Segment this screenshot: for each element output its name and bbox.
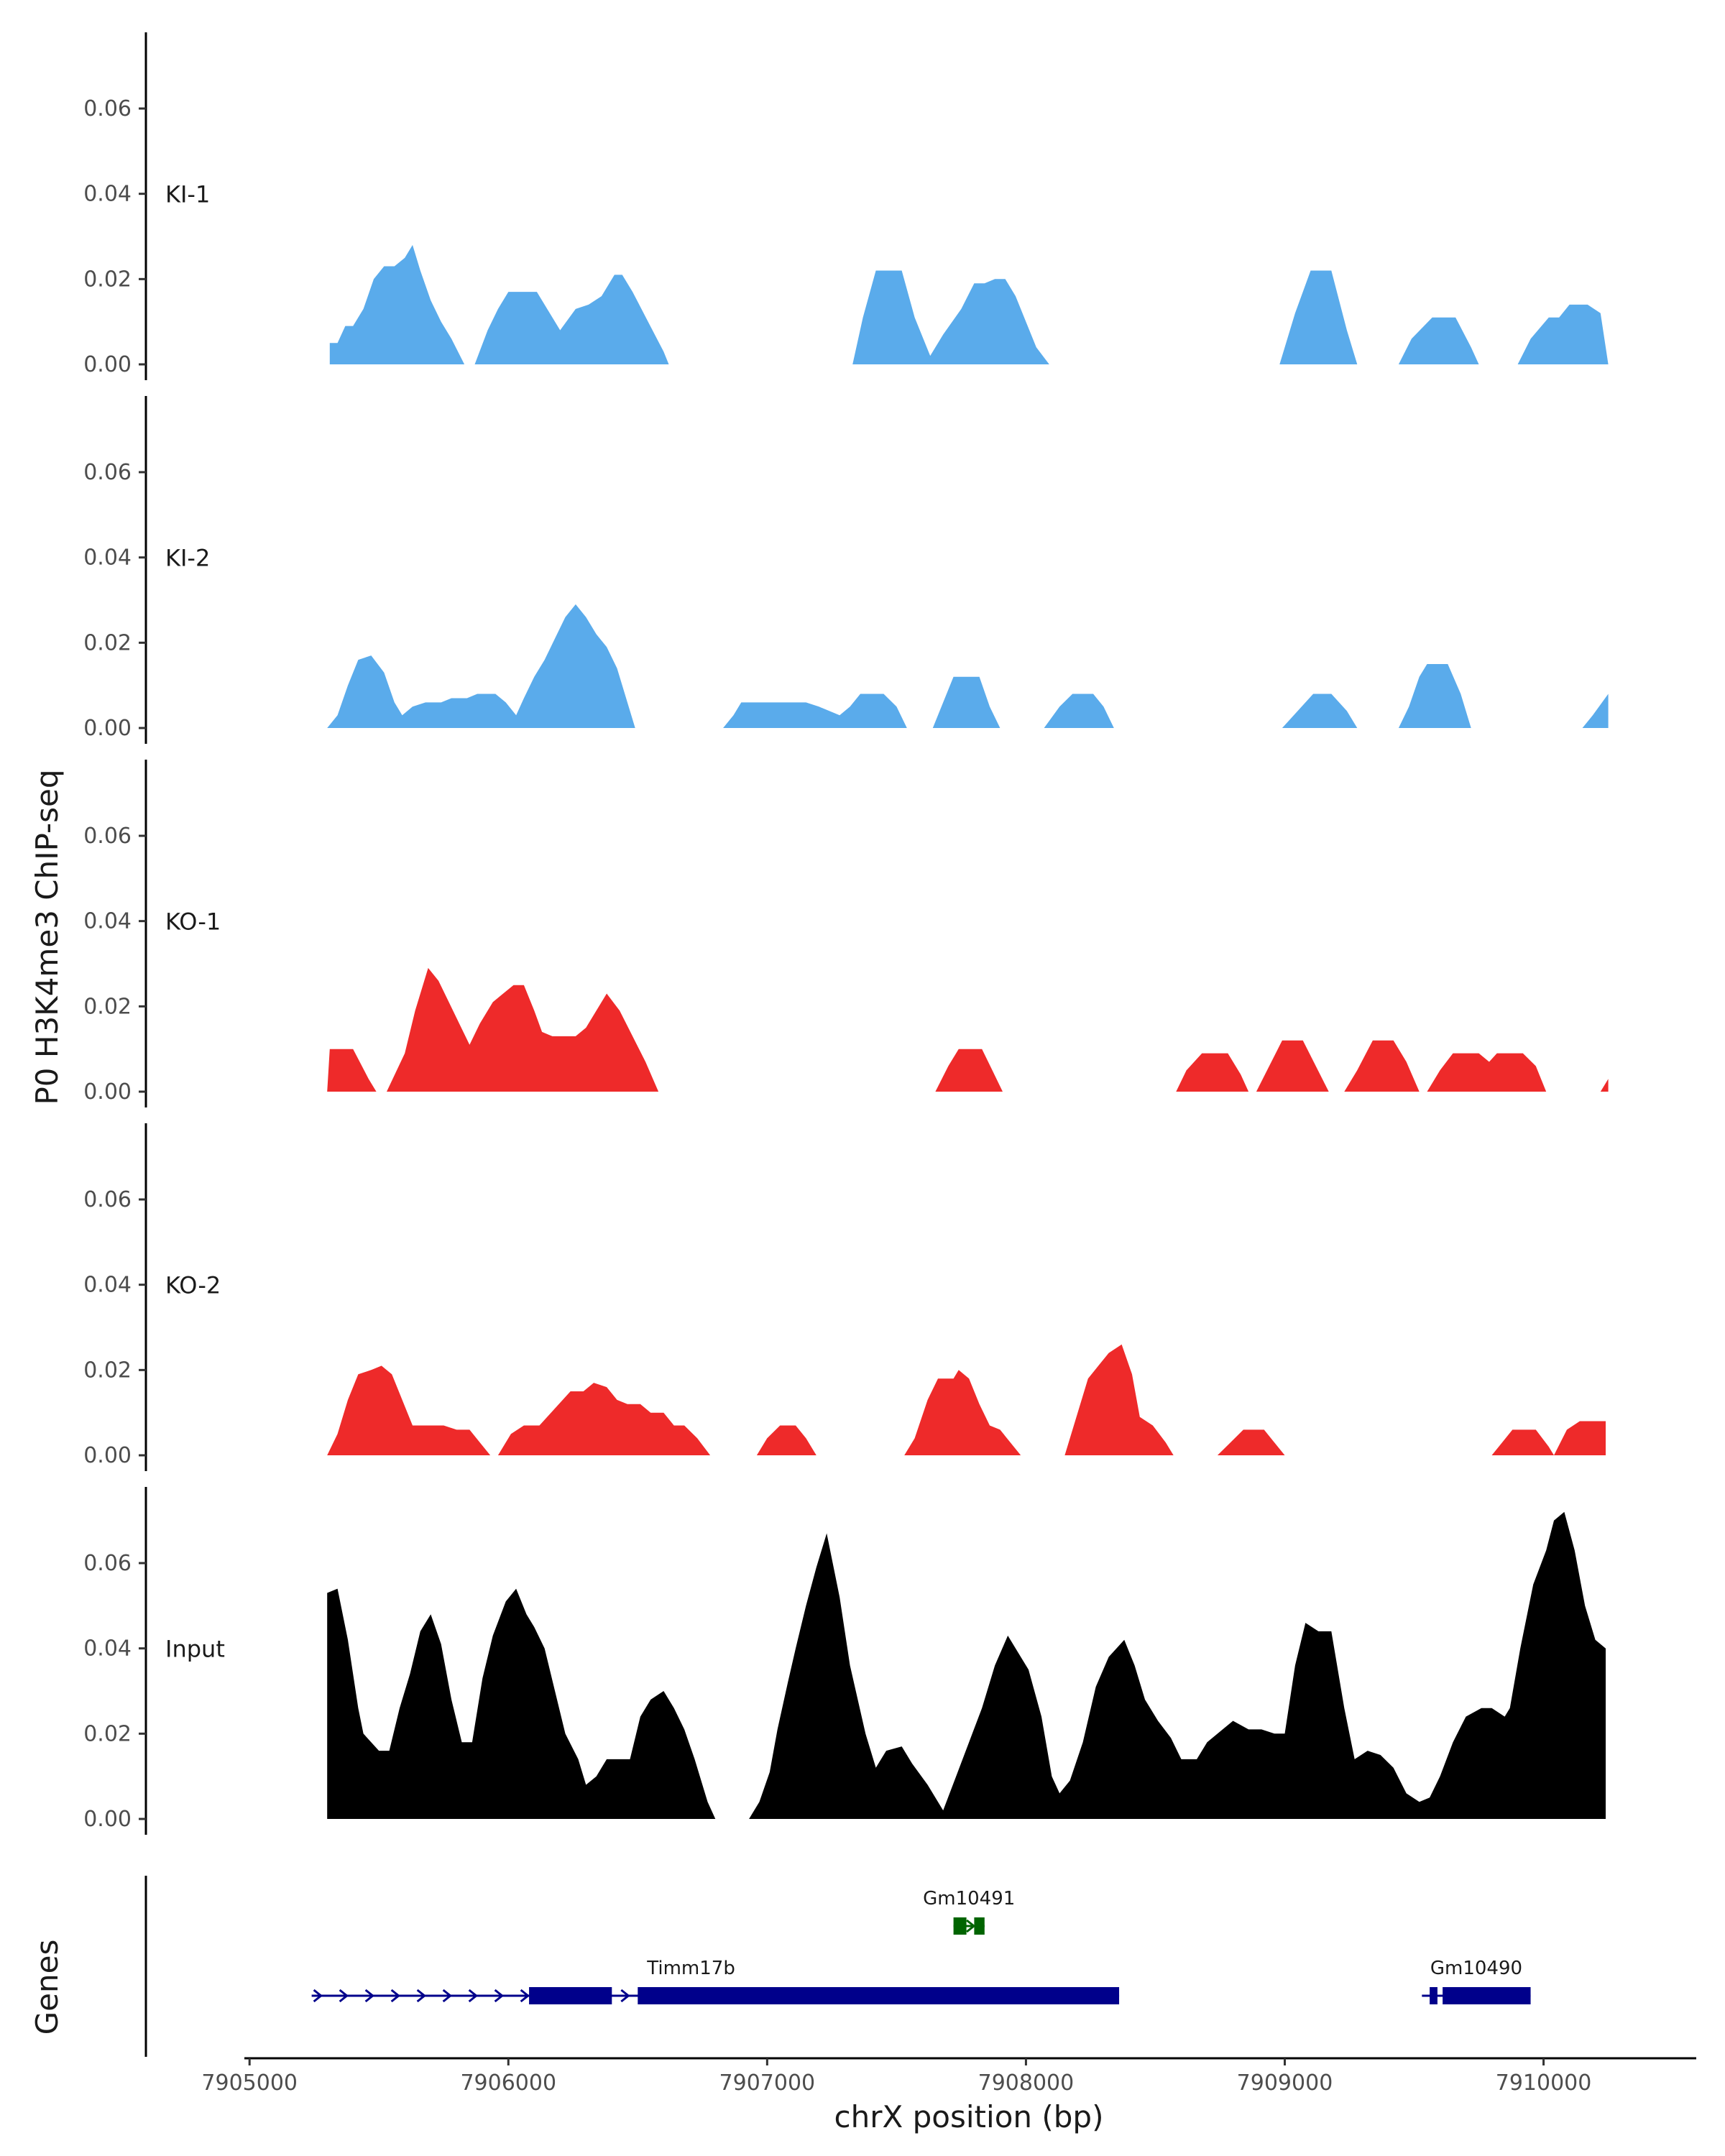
track-label-ki-2: KI-2 <box>165 545 210 572</box>
x-tick-label: 7910000 <box>1496 2070 1592 2096</box>
strand-arrow-icon <box>313 1989 323 2003</box>
gene-gm10490: Gm10490 <box>1422 1958 1531 2004</box>
coverage-area-ki-1-2 <box>474 275 669 364</box>
y-tick-label: 0.06 <box>83 460 132 485</box>
x-tick-label: 7907000 <box>719 2070 816 2096</box>
strand-arrow-icon <box>390 1989 401 2003</box>
coverage-area-ko-1-6 <box>1344 1040 1420 1092</box>
y-tick-label: 0.02 <box>83 1721 132 1746</box>
coverage-area-ko-2-7 <box>1491 1421 1606 1455</box>
coverage-area-ko-2-5 <box>1064 1344 1174 1455</box>
y-tick-label: 0.00 <box>83 1807 132 1832</box>
y-tick-label: 0.04 <box>83 1273 132 1298</box>
coverage-area-ki-1-6 <box>1517 304 1609 364</box>
coverage-area-ko-1-4 <box>1176 1053 1249 1092</box>
x-tick-label: 7905000 <box>201 2070 298 2096</box>
gene-label-gm10491: Gm10491 <box>923 1888 1015 1909</box>
y-tick-label: 0.02 <box>83 1358 132 1383</box>
coverage-area-ki-1-3 <box>852 270 1049 364</box>
strand-arrow-icon <box>494 1989 505 2003</box>
track-panel-input: 0.00 0.02 0.04 0.06 Input <box>83 1487 1606 1835</box>
track-label-ko-1: KO-1 <box>165 908 221 936</box>
track-panel-ko-2: 0.00 0.02 0.04 0.06 KO-2 <box>83 1123 1606 1471</box>
track-panel-ki-2: 0.00 0.02 0.04 0.06 KI-2 <box>83 396 1609 744</box>
strand-arrow-icon <box>416 1989 427 2003</box>
y-tick-label: 0.04 <box>83 1636 132 1662</box>
y-tick-label: 0.02 <box>83 994 132 1019</box>
coverage-area-ko-1-1 <box>327 1049 377 1092</box>
y-tick-label: 0.06 <box>83 1551 132 1576</box>
coverage-area-ko-2-1 <box>327 1365 491 1455</box>
coverage-area-ko-1-3 <box>935 1049 1003 1092</box>
gene-label-timm17b: Timm17b <box>646 1958 735 1979</box>
strand-arrow-icon <box>520 1989 530 2003</box>
coverage-area-ki-2-3 <box>932 676 1000 728</box>
coverage-area-ki-2-7 <box>1582 694 1609 728</box>
x-tick-label: 7906000 <box>460 2070 556 2096</box>
y-tick-label: 0.02 <box>83 267 132 292</box>
track-label-ki-1: KI-1 <box>165 181 210 208</box>
gene-exon-block <box>529 1987 612 2004</box>
coverage-area-ko-2-3 <box>756 1425 816 1455</box>
strand-arrow-icon <box>364 1989 375 2003</box>
chip-seq-tracks: 0.00 0.02 0.04 0.06 KI-1 0.00 0.02 0.04 0.06 KI-2… <box>83 32 1609 1835</box>
y-tick-label: 0.02 <box>83 630 132 655</box>
coverage-area-input-1 <box>327 1588 716 1819</box>
coverage-area-ko-2-4 <box>904 1370 1021 1455</box>
track-panel-ki-1: 0.00 0.02 0.04 0.06 KI-1 <box>83 32 1609 380</box>
track-label-input: Input <box>165 1636 225 1663</box>
coverage-area-ki-2-4 <box>1044 694 1114 728</box>
coverage-area-ki-2-1 <box>327 604 635 728</box>
coverage-area-ki-1-4 <box>1279 270 1358 364</box>
coverage-area-ko-1-7 <box>1427 1053 1547 1092</box>
coverage-area-ko-2-2 <box>497 1383 711 1455</box>
gene-label-gm10490: Gm10490 <box>1430 1958 1522 1979</box>
y-tick-label: 0.04 <box>83 182 132 207</box>
y-tick-label: 0.00 <box>83 716 132 741</box>
y-tick-label: 0.04 <box>83 909 132 934</box>
coverage-area-ko-1-5 <box>1256 1040 1329 1092</box>
strand-arrow-icon <box>966 1919 976 1933</box>
strand-arrow-icon <box>442 1989 453 2003</box>
y-tick-label: 0.04 <box>83 545 132 571</box>
x-axis-title: chrX position (bp) <box>834 2099 1104 2134</box>
x-axis: 7905000 7906000 7907000 7908000 7909000 79100… <box>201 2057 1696 2096</box>
gene-exon-block <box>974 1917 985 1935</box>
coverage-area-ki-1-1 <box>329 244 465 364</box>
gene-exon-block <box>953 1917 967 1935</box>
gene-timm17b: Timm17b <box>311 1958 1120 2004</box>
strand-arrow-icon <box>339 1989 349 2003</box>
x-tick-label: 7909000 <box>1237 2070 1333 2096</box>
x-tick-label: 7908000 <box>978 2070 1075 2096</box>
y-tick-label: 0.00 <box>83 1079 132 1105</box>
gene-gm10491: Gm10491 <box>923 1888 1015 1935</box>
y-tick-label: 0.06 <box>83 824 132 849</box>
coverage-area-ko-1-8 <box>1600 1079 1609 1092</box>
gene-exon-block <box>1430 1987 1438 2004</box>
coverage-area-ki-2-2 <box>723 694 907 728</box>
strand-arrow-icon <box>468 1989 479 2003</box>
y-tick-label: 0.06 <box>83 96 132 121</box>
y-tick-label: 0.00 <box>83 1443 132 1468</box>
y-axis-title: P0 H3K4me3 ChIP-seq <box>29 769 65 1105</box>
y-tick-label: 0.00 <box>83 352 132 377</box>
coverage-area-ko-1-2 <box>387 967 659 1092</box>
track-panel-ko-1: 0.00 0.02 0.04 0.06 KO-1 <box>83 760 1609 1107</box>
y-tick-label: 0.06 <box>83 1187 132 1212</box>
gene-annotation-panel: Timm17b Gm10491 Gm10490 <box>144 1876 1531 2057</box>
track-label-ko-2: KO-2 <box>165 1272 221 1299</box>
coverage-area-ki-1-5 <box>1398 317 1479 364</box>
genes-panel-title: Genes <box>29 1940 65 2035</box>
coverage-area-ki-2-6 <box>1398 664 1471 728</box>
gene-exon-block <box>638 1987 1120 2004</box>
strand-arrow-icon <box>620 1989 630 2003</box>
coverage-area-ko-2-6 <box>1217 1429 1285 1455</box>
coverage-area-ki-2-5 <box>1282 694 1358 728</box>
gene-exon-block <box>1443 1987 1531 2004</box>
coverage-area-input-2 <box>749 1511 1606 1819</box>
